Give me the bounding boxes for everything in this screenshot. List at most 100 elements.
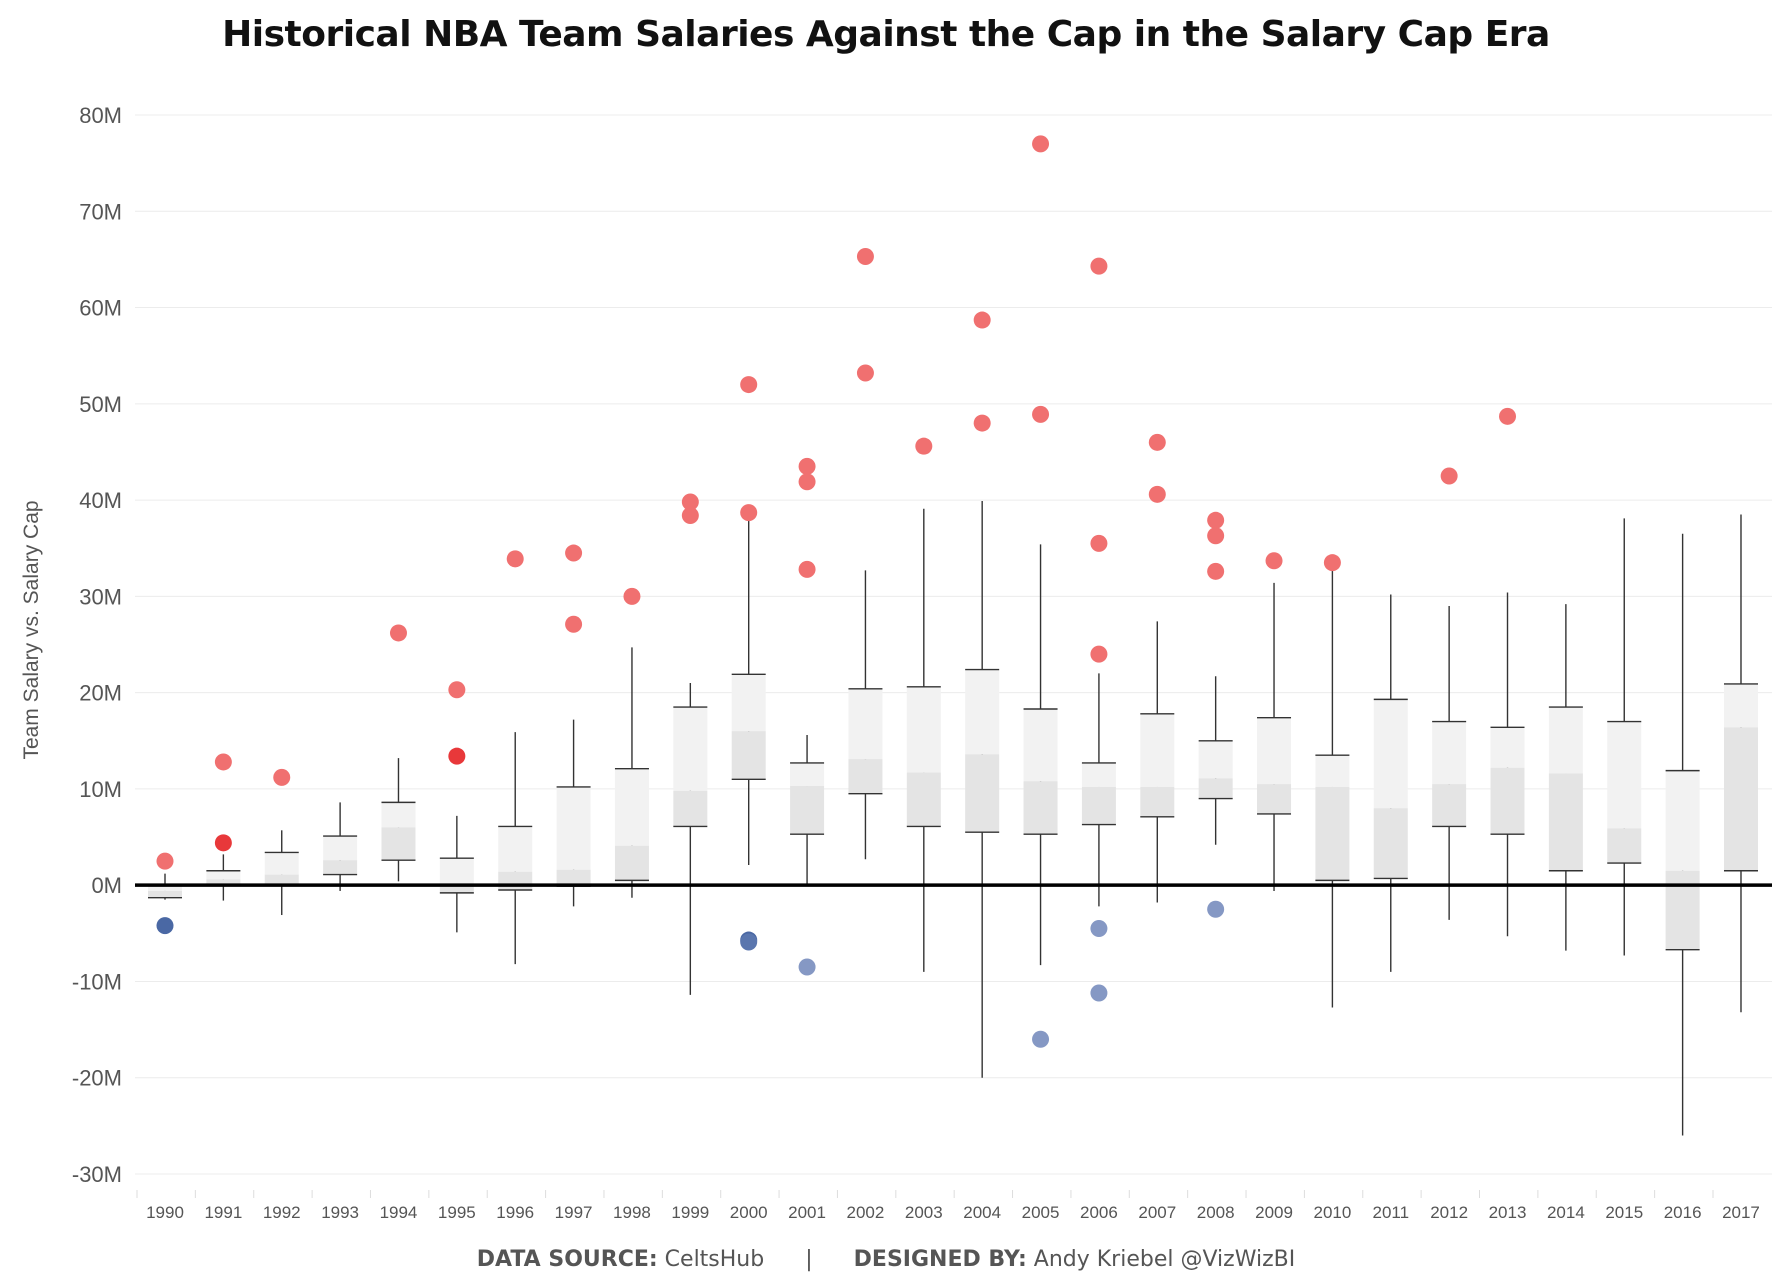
outlier-point (623, 587, 641, 605)
x-tick-label: 1990 (146, 1203, 184, 1222)
box-upper (556, 786, 591, 870)
outlier-point (565, 615, 583, 633)
box-upper (1081, 762, 1116, 787)
y-tick-label: -20M (72, 1066, 122, 1091)
box-2011 (1373, 594, 1408, 972)
x-tick-label: 2009 (1255, 1203, 1293, 1222)
outlier-point (1032, 405, 1050, 423)
box-upper (848, 688, 883, 760)
y-axis-ticks: 80M 70M 60M 50M 40M 30M 20M 10M 0M -10M -20M -30M (72, 103, 122, 1187)
box-1994 (381, 758, 416, 882)
box-upper (498, 826, 533, 872)
outlier-point (681, 506, 699, 524)
box-lower (1257, 784, 1292, 814)
outlier-point (681, 493, 699, 511)
box-2013 (1490, 592, 1525, 937)
x-tick-label: 2008 (1197, 1203, 1235, 1222)
box-lower (1315, 786, 1350, 881)
box-upper (1373, 699, 1408, 809)
box-upper (1607, 721, 1642, 829)
y-tick-label: 30M (79, 584, 122, 609)
box-upper (1023, 709, 1058, 782)
outlier-point (798, 958, 816, 976)
outlier-point (506, 550, 524, 568)
box-lower (498, 871, 533, 890)
box-lower (381, 827, 416, 861)
box-lower (614, 845, 649, 881)
outliers (156, 135, 1517, 1048)
x-tick-label: 2017 (1722, 1203, 1760, 1222)
boxes (148, 501, 1758, 1136)
x-tick-label: 1991 (204, 1203, 242, 1222)
y-axis-label: Team Salary vs. Salary Cap (20, 500, 43, 759)
outlier-point (740, 376, 758, 394)
box-lower (1198, 778, 1233, 799)
box-2009 (1257, 582, 1292, 891)
designer-label: DESIGNED BY: (853, 1247, 1027, 1272)
y-tick-label: 50M (79, 392, 122, 417)
box-1996 (498, 732, 533, 965)
box-upper (673, 707, 708, 791)
box-lower (323, 860, 358, 875)
box-2017 (1723, 514, 1758, 1013)
box-2012 (1432, 605, 1467, 920)
x-tick-label: 2012 (1430, 1203, 1468, 1222)
box-lower (206, 879, 241, 885)
box-1992 (264, 830, 299, 916)
outlier-point (1032, 1030, 1050, 1048)
outlier-point (389, 624, 407, 642)
x-tick-label: 2007 (1138, 1203, 1176, 1222)
x-tick-label: 1998 (613, 1203, 651, 1222)
outlier-point (798, 473, 816, 491)
box-upper (1432, 721, 1467, 785)
box-lower (1665, 870, 1700, 950)
box-upper (148, 885, 182, 891)
box-lower (1432, 784, 1467, 827)
y-tick-label: 0M (91, 873, 122, 898)
outlier-point (1207, 900, 1225, 918)
box-upper (731, 674, 766, 732)
box-2003 (906, 508, 941, 972)
box-lower (1023, 781, 1058, 835)
x-tick-label: 1995 (438, 1203, 476, 1222)
box-lower (1548, 773, 1583, 871)
box-1995 (439, 815, 474, 933)
source-label: DATA SOURCE: (476, 1247, 658, 1272)
grid-lines (135, 114, 1772, 1175)
x-tick-label: 2014 (1547, 1203, 1585, 1222)
x-tick-label: 2005 (1022, 1203, 1060, 1222)
y-tick-label: 80M (79, 103, 122, 128)
y-tick-label: 60M (79, 296, 122, 321)
box-upper (1723, 683, 1758, 728)
box-lower (439, 885, 474, 893)
outlier-point (1207, 527, 1225, 545)
footer-separator: | (805, 1247, 813, 1272)
outlier-point (1090, 920, 1108, 938)
box-lower (556, 869, 591, 887)
chart-title: Historical NBA Team Salaries Against the… (222, 14, 1550, 55)
box-upper (1198, 740, 1233, 779)
box-lower (906, 772, 941, 827)
box-lower (731, 731, 766, 780)
box-2007 (1140, 621, 1175, 903)
x-tick-label: 2002 (847, 1203, 885, 1222)
outlier-point (1148, 485, 1166, 503)
outlier-point (1090, 645, 1108, 663)
box-upper (1315, 755, 1350, 787)
box-2005 (1023, 544, 1058, 966)
box-upper (439, 858, 474, 886)
box-2014 (1548, 604, 1583, 951)
x-tick-label: 2006 (1080, 1203, 1118, 1222)
box-lower (1373, 808, 1408, 879)
outlier-point (740, 504, 758, 522)
box-lower (673, 790, 708, 827)
x-tick-label: 1996 (496, 1203, 534, 1222)
x-tick-label: 2013 (1489, 1203, 1527, 1222)
box-2016 (1665, 533, 1700, 1136)
box-2002 (848, 570, 883, 860)
outlier-point (1323, 554, 1341, 572)
outlier-point (915, 437, 933, 455)
x-tick-label: 2004 (963, 1203, 1001, 1222)
box-lower (148, 890, 182, 898)
